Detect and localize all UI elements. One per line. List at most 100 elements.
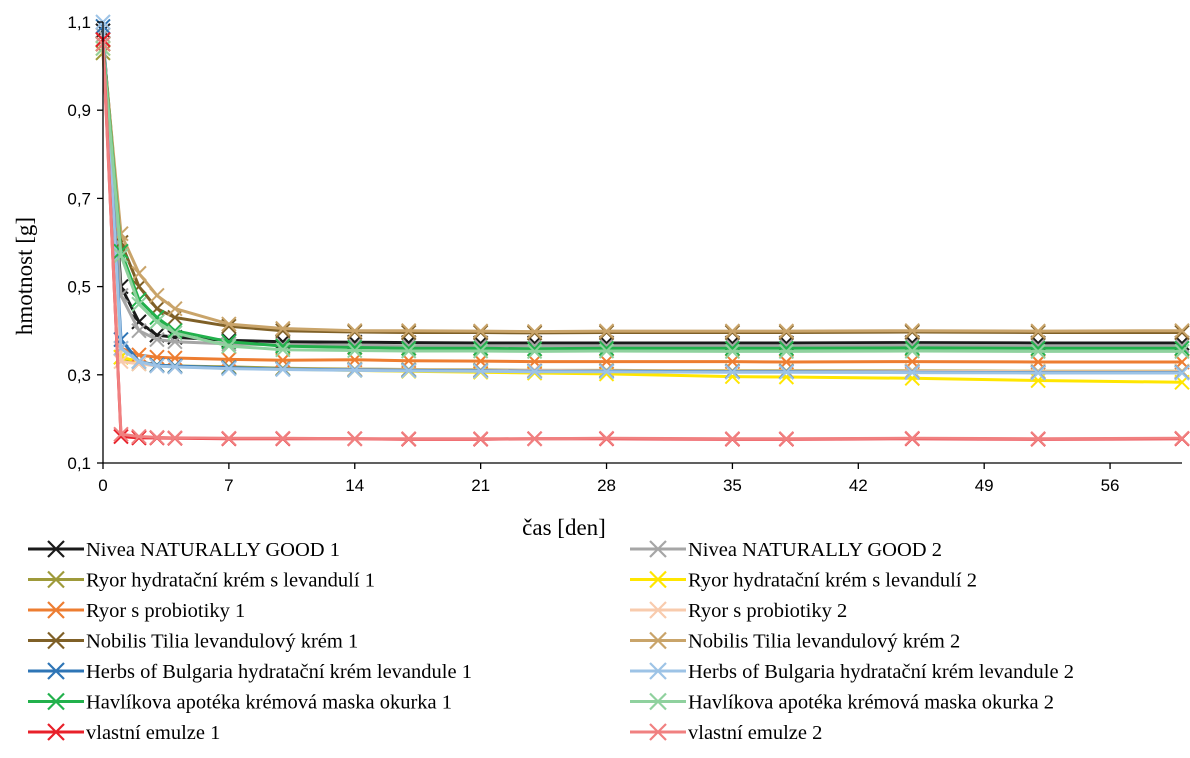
series-line xyxy=(101,43,1182,364)
legend-marker xyxy=(649,723,667,741)
marker-stroke xyxy=(131,353,147,370)
series-line xyxy=(101,43,1182,351)
data-point xyxy=(1174,324,1190,341)
series-line xyxy=(101,26,1182,375)
data-point xyxy=(149,429,165,446)
data-point xyxy=(472,323,489,339)
marker-stroke xyxy=(778,340,795,357)
data-point xyxy=(149,358,165,374)
marker-stroke xyxy=(347,322,363,339)
marker-stroke xyxy=(221,318,237,334)
legend-item: Ryor s probiotiky 1 xyxy=(28,600,245,622)
series-8 xyxy=(95,36,1190,340)
data-point xyxy=(131,353,147,370)
series-1 xyxy=(95,23,1190,351)
data-point xyxy=(724,340,741,357)
data-point xyxy=(131,296,147,312)
marker-stroke xyxy=(347,431,363,447)
series-line xyxy=(101,48,1182,353)
marker-stroke xyxy=(347,362,363,379)
data-point xyxy=(401,322,417,339)
marker-stroke xyxy=(275,361,291,378)
data-point xyxy=(275,361,291,378)
marker-stroke xyxy=(47,692,65,711)
data-point xyxy=(401,363,417,379)
data-point xyxy=(472,431,489,447)
marker-stroke xyxy=(275,341,291,358)
series-12 xyxy=(95,40,1190,360)
data-point xyxy=(167,359,183,375)
legend-label: vlastní emulze 2 xyxy=(688,722,822,744)
legend-marker xyxy=(649,662,667,680)
marker-stroke xyxy=(649,570,667,589)
data-point xyxy=(1030,431,1046,447)
data-point xyxy=(526,323,543,340)
marker-stroke xyxy=(598,430,615,447)
marker-stroke xyxy=(221,316,237,332)
marker-stroke xyxy=(472,431,489,447)
y-tick-label: 1,1 xyxy=(67,13,91,32)
marker-stroke xyxy=(526,343,543,360)
marker-stroke xyxy=(904,430,920,447)
data-point xyxy=(401,431,417,447)
legend-item: Ryor s probiotiky 2 xyxy=(630,600,847,622)
marker-stroke xyxy=(1030,431,1046,447)
data-point xyxy=(724,431,741,447)
data-point xyxy=(221,338,237,354)
data-point xyxy=(275,322,291,339)
marker-stroke xyxy=(113,426,129,443)
legend-marker xyxy=(47,631,65,650)
data-point xyxy=(149,314,165,330)
marker-stroke xyxy=(47,662,65,680)
legend-marker xyxy=(47,601,65,619)
data-point xyxy=(149,287,165,304)
data-point xyxy=(401,343,417,359)
marker-stroke xyxy=(649,631,667,650)
data-point xyxy=(1174,343,1190,360)
data-point xyxy=(1030,323,1046,339)
data-point xyxy=(904,343,920,359)
legend-item: Ryor hydratační krém s levandulí 2 xyxy=(630,570,977,592)
marker-stroke xyxy=(526,431,543,447)
series-13 xyxy=(95,31,1190,447)
data-point xyxy=(167,325,183,341)
marker-stroke xyxy=(47,631,65,650)
marker-stroke xyxy=(221,360,237,377)
marker-stroke xyxy=(167,430,183,446)
marker-stroke xyxy=(778,343,795,360)
data-point xyxy=(347,342,363,359)
marker-stroke xyxy=(724,343,741,360)
marker-stroke xyxy=(904,343,920,359)
series-line xyxy=(101,21,1182,375)
marker-stroke xyxy=(1174,340,1190,357)
marker-stroke xyxy=(1030,343,1046,360)
marker-stroke xyxy=(131,356,147,372)
legend-marker xyxy=(649,631,667,650)
marker-stroke xyxy=(724,364,741,380)
y-tick-label: 0,3 xyxy=(67,366,91,385)
marker-stroke xyxy=(598,364,615,380)
data-point xyxy=(598,340,615,357)
data-point xyxy=(131,265,147,282)
marker-stroke xyxy=(526,323,543,340)
marker-stroke xyxy=(472,323,489,339)
legend-label: Ryor s probiotiky 1 xyxy=(86,600,245,622)
data-point xyxy=(1030,340,1046,357)
series-5 xyxy=(95,36,1190,370)
marker-stroke xyxy=(149,309,165,326)
x-tick-label: 42 xyxy=(849,476,868,495)
marker-stroke xyxy=(221,338,237,354)
data-point xyxy=(1174,340,1190,357)
legend-label: Nivea NATURALLY GOOD 2 xyxy=(688,539,942,561)
marker-stroke xyxy=(904,340,920,356)
marker-stroke xyxy=(131,428,147,445)
x-tick-label: 14 xyxy=(345,476,364,495)
marker-stroke xyxy=(1030,340,1046,357)
legend-marker xyxy=(649,692,667,711)
marker-stroke xyxy=(401,363,417,379)
data-point xyxy=(472,363,489,379)
marker-stroke xyxy=(598,323,615,339)
y-tick-label: 0,9 xyxy=(67,101,91,120)
data-point xyxy=(904,340,920,356)
